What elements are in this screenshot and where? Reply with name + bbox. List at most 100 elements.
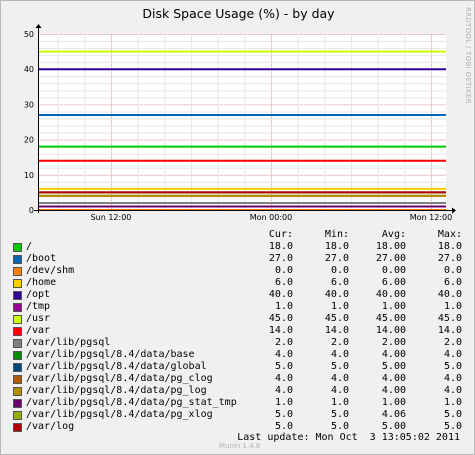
legend-value: 4.0 [330,385,349,396]
legend-value: 14.0 [437,325,462,336]
y-tick-labels: 0 10 20 30 40 50 [24,30,34,215]
legend-swatch [13,315,22,324]
legend-value: 4.0 [443,349,462,360]
legend-value: 40.0 [324,289,349,300]
legend-value: 4.00 [381,373,406,384]
legend-value: 4.0 [330,349,349,360]
legend-row: /boot 27.0 27.0 27.00 27.0 [1,253,474,265]
col-min: Min: [324,229,349,240]
legend-swatch [13,291,22,300]
legend-value: 18.0 [268,241,293,252]
legend-label: /var/lib/pgsql/8.4/data/pg_clog [26,373,213,384]
x-tick-label: Sun 12:00 [91,213,132,222]
y-tick-label: 20 [24,136,34,145]
legend-label: /var/lib/pgsql/8.4/data/pg_log [26,385,207,396]
legend-value: 1.0 [443,397,462,408]
legend-value: 18.00 [375,241,406,252]
legend-row: /var/log 5.0 5.0 5.00 5.0 [1,421,474,433]
legend-label: /dev/shm [26,265,75,276]
legend-value: 2.0 [443,337,462,348]
legend-value: 2.0 [274,337,293,348]
legend-value: 45.0 [437,313,462,324]
legend-value: 5.00 [381,421,406,432]
chart-title: Disk Space Usage (%) - by day [142,6,335,21]
legend-value: 5.0 [443,361,462,372]
legend-row: /var/lib/pgsql/8.4/data/pg_log 4.0 4.0 4.00… [1,385,474,397]
legend-label: /boot [26,253,57,264]
legend-value: 27.0 [437,253,462,264]
legend-value: 40.0 [268,289,293,300]
x-tick-label: Mon 00:00 [250,213,292,222]
legend-label: /opt [26,289,51,300]
legend-value: 4.06 [381,409,406,420]
legend-value: 5.0 [443,409,462,420]
legend-value: 5.0 [274,409,293,420]
legend-label: /var/lib/pgsql/8.4/data/pg_stat_tmp [26,397,237,408]
legend-value: 1.0 [330,301,349,312]
legend-row: /var/lib/pgsql/8.4/data/pg_stat_tmp 1.0 1.… [1,397,474,409]
legend-swatch [13,351,22,360]
x-tick-label: Mon 12:00 [410,213,452,222]
legend-value: 0.0 [443,265,462,276]
legend-value: 27.00 [375,253,406,264]
legend-row: /tmp 1.0 1.0 1.00 1.0 [1,301,474,313]
legend-row: /var/lib/pgsql/8.4/data/global 5.0 5.0 5.00… [1,361,474,373]
legend-value: 6.00 [381,277,406,288]
legend-value: 6.0 [330,277,349,288]
legend-label: /var/lib/pgsql [26,337,111,348]
legend-value: 14.00 [375,325,406,336]
legend-value: 4.0 [443,373,462,384]
legend-value: 2.0 [330,337,349,348]
legend-header: Cur: Min: Avg: Max: [1,229,474,241]
axes [34,24,456,214]
legend-value: 45.00 [375,313,406,324]
legend-row: /usr 45.0 45.0 45.00 45.0 [1,313,474,325]
legend-row: /var/lib/pgsql 2.0 2.0 2.00 2.0 [1,337,474,349]
legend-row: /dev/shm 0.0 0.0 0.00 0.0 [1,265,474,277]
y-tick-label: 40 [24,65,34,74]
legend-value: 1.0 [443,301,462,312]
legend-label: /tmp [26,301,51,312]
legend-row: /var/lib/pgsql/8.4/data/base 4.0 4.0 4.00 4.… [1,349,474,361]
legend-value: 0.0 [274,265,293,276]
rrdtool-watermark: RRDTOOL / TOBI OETIKER [464,7,472,104]
legend-label: /var/log [26,421,75,432]
legend-row: / 18.0 18.0 18.00 18.0 [1,241,474,253]
legend-swatch [13,375,22,384]
legend-value: 5.0 [443,421,462,432]
legend-value: 5.0 [330,409,349,420]
col-cur: Cur: [268,229,293,240]
legend-label: /var/lib/pgsql/8.4/data/global [26,361,207,372]
legend-value: 5.0 [330,421,349,432]
legend-value: 4.0 [330,373,349,384]
legend-swatch [13,303,22,312]
legend-value: 27.0 [268,253,293,264]
y-tick-label: 50 [24,30,34,39]
legend-value: 4.0 [274,385,293,396]
series-lines [38,50,446,211]
legend-value: 18.0 [324,241,349,252]
legend-value: 5.00 [381,361,406,372]
legend-swatch [13,363,22,372]
legend-value: 4.0 [274,373,293,384]
legend-value: 6.0 [274,277,293,288]
legend-value: 1.0 [330,397,349,408]
legend-label: /var/lib/pgsql/8.4/data/base [26,349,195,360]
legend-value: 4.0 [443,385,462,396]
legend-value: 4.00 [381,349,406,360]
legend-value: 4.0 [274,349,293,360]
legend-value: 0.00 [381,265,406,276]
legend-row: /home 6.0 6.0 6.00 6.0 [1,277,474,289]
legend-value: 45.0 [324,313,349,324]
y-tick-label: 10 [24,171,34,180]
legend-value: 1.0 [274,397,293,408]
legend-swatch [13,327,22,336]
legend-label: /usr [26,313,51,324]
x-axis-arrow [452,207,456,214]
legend-swatch [13,387,22,396]
legend-label: /var/lib/pgsql/8.4/data/pg_xlog [26,409,213,420]
legend-swatch [13,243,22,252]
munin-version: Munin 1.4.6 [219,442,261,450]
legend-value: 40.0 [437,289,462,300]
